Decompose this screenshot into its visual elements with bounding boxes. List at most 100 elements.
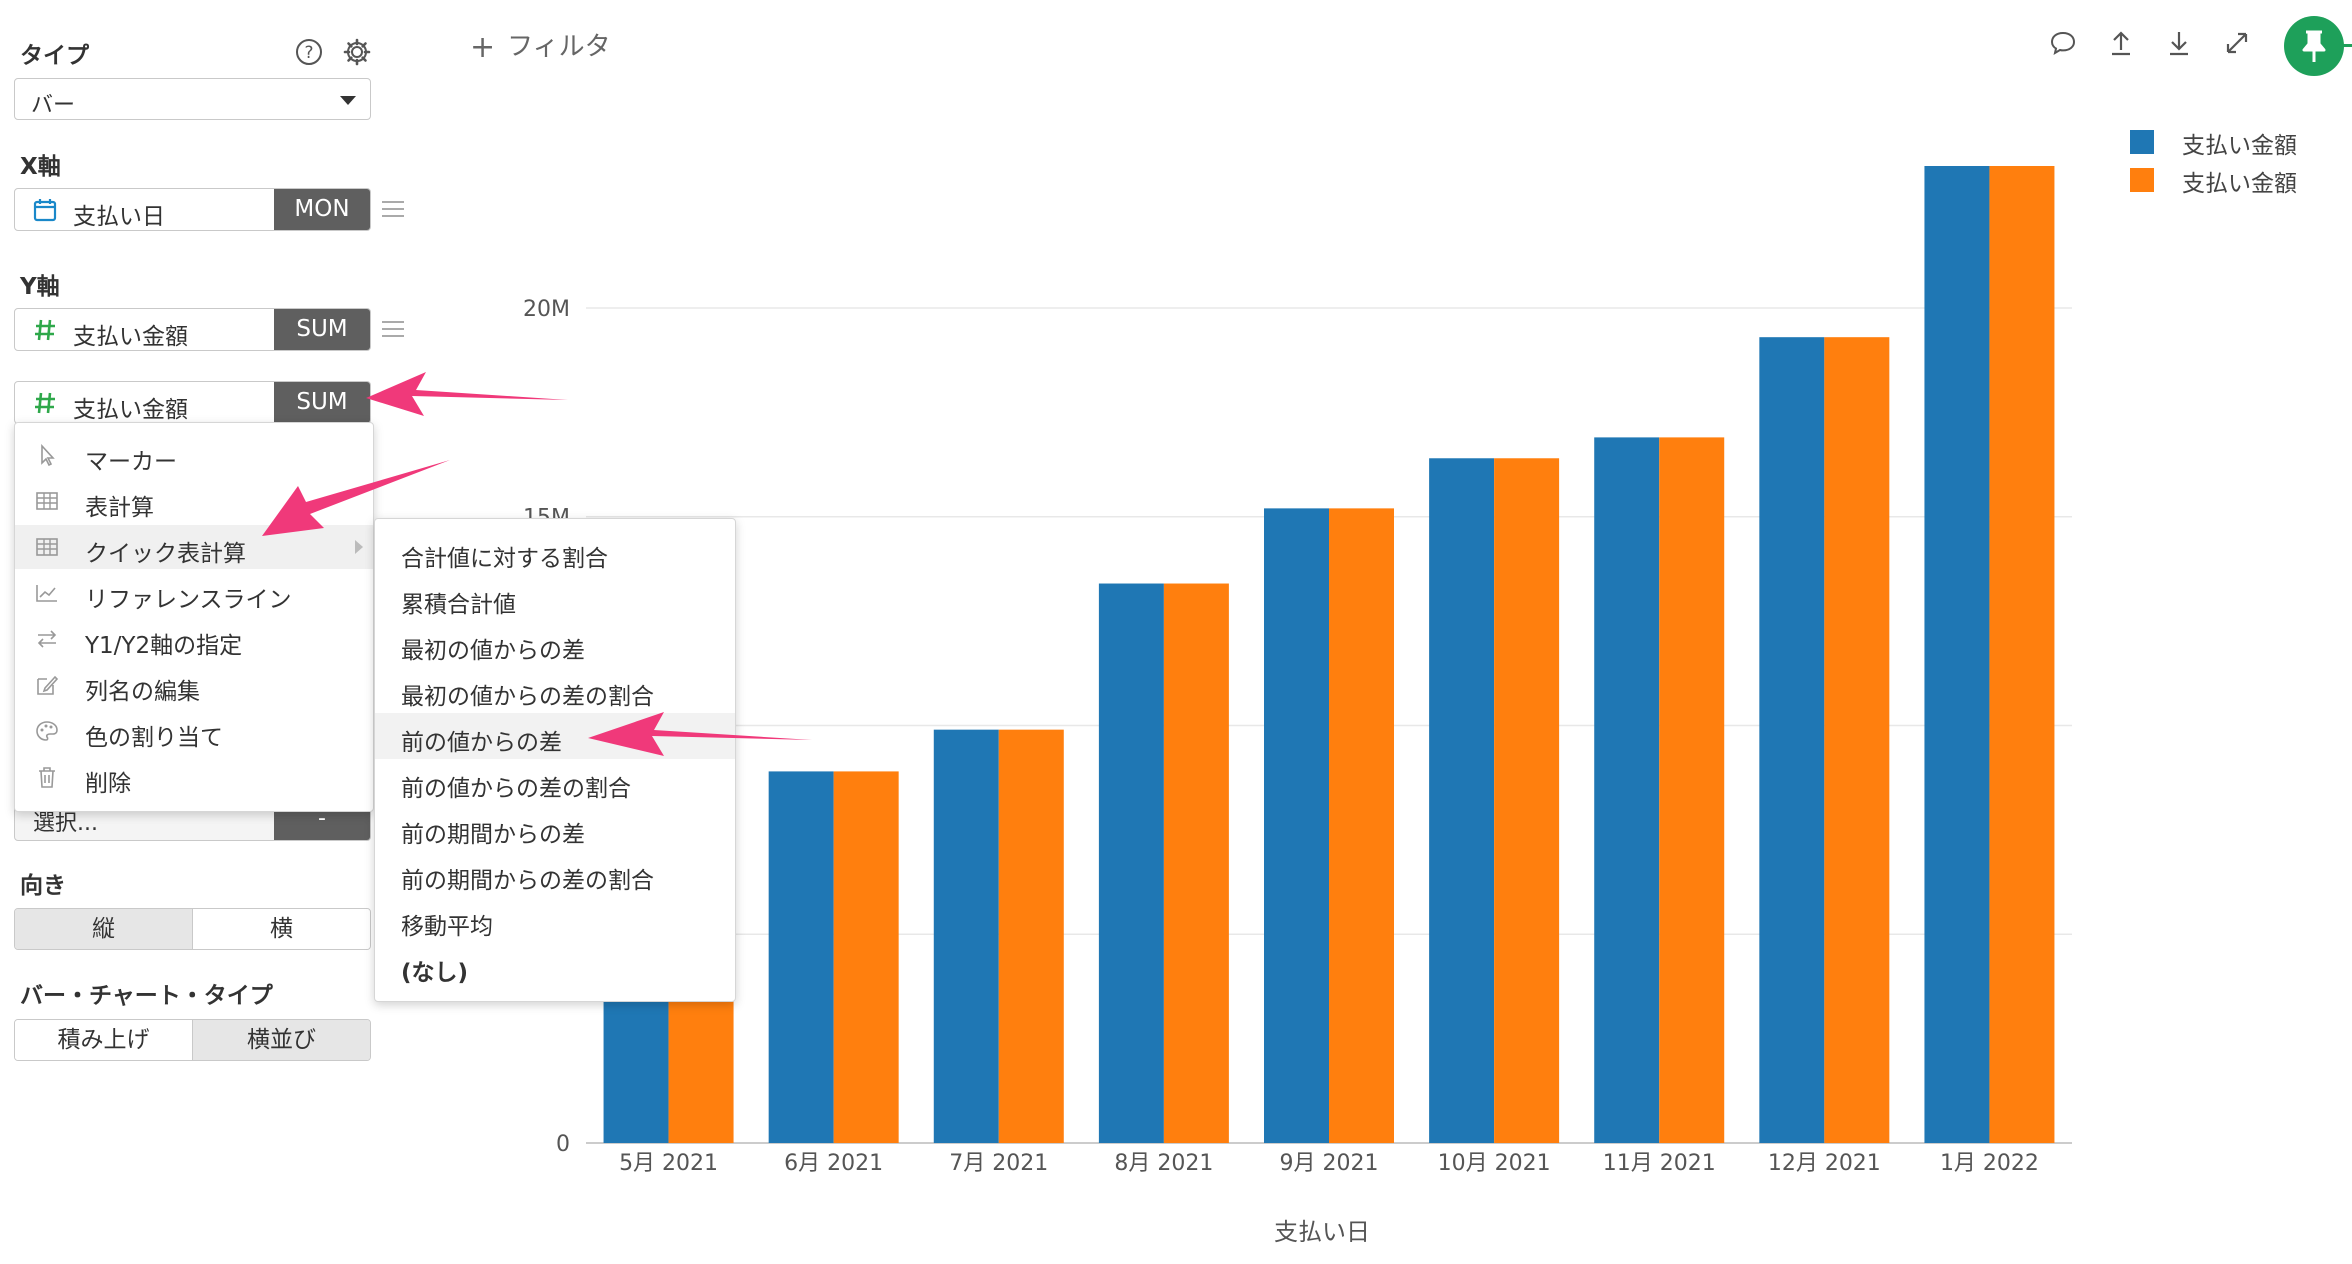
menu-item-label: 色の割り当て — [85, 725, 223, 751]
x-axis-label: X軸 — [20, 154, 61, 180]
x-tick-label: 7月 2021 — [949, 1151, 1048, 1176]
bar[interactable] — [933, 729, 999, 1143]
menu-item-delete[interactable]: 削除 — [15, 755, 373, 799]
y-field-aggregation[interactable]: SUM — [274, 382, 370, 423]
bar[interactable] — [1759, 337, 1825, 1144]
table-icon — [36, 492, 58, 510]
menu-item-label: マーカー — [85, 449, 177, 475]
menu-item-reference-line[interactable]: リファレンスライン — [15, 571, 373, 615]
y-axis-field[interactable]: 支払い金額 SUM — [14, 308, 371, 351]
bar[interactable] — [1329, 508, 1394, 1143]
bar[interactable] — [833, 771, 899, 1143]
menu-item-rename[interactable]: 列名の編集 — [15, 663, 373, 707]
submenu-item-label: 前の期間からの差の割合 — [401, 868, 654, 894]
bar[interactable] — [668, 988, 734, 1143]
chevron-right-icon — [355, 540, 363, 554]
menu-item-label: 削除 — [85, 771, 131, 797]
field-context-menu: マーカー 表計算 クイック表計算 リファレンスライン Y1/Y2軸の指定 列名の… — [14, 422, 374, 812]
legend-label: 支払い金額 — [2182, 171, 2297, 197]
pin-button[interactable] — [2284, 16, 2344, 76]
bar[interactable] — [1494, 458, 1560, 1143]
menu-item-color-assign[interactable]: 色の割り当て — [15, 709, 373, 753]
legend-swatch — [2130, 168, 2154, 192]
bar[interactable] — [768, 771, 834, 1143]
submenu-item-label: 累積合計値 — [401, 592, 516, 618]
filter-label: フィルタ — [507, 32, 611, 62]
menu-item-marker[interactable]: マーカー — [15, 433, 373, 477]
bar-type-grouped-button[interactable]: 横並び — [192, 1020, 370, 1060]
bar[interactable] — [1924, 166, 1990, 1143]
y-field-name: 支払い金額 — [73, 324, 188, 350]
drag-handle-icon[interactable] — [382, 321, 404, 337]
legend-label: 支払い金額 — [2182, 133, 2297, 159]
bar-type-toggle: 積み上げ 横並び — [14, 1019, 371, 1061]
submenu-item-label: 合計値に対する割合 — [401, 546, 608, 572]
submenu-item-label: (なし) — [401, 960, 469, 986]
orientation-horizontal-button[interactable]: 横 — [192, 909, 370, 949]
submenu-item[interactable]: 最初の値からの差の割合 — [375, 667, 735, 713]
bar[interactable] — [1163, 583, 1229, 1143]
bar[interactable] — [998, 729, 1064, 1143]
menu-item-label: 列名の編集 — [85, 679, 200, 705]
menu-item-label: クイック表計算 — [85, 541, 246, 567]
palette-icon — [36, 721, 58, 741]
menu-item-label: リファレンスライン — [85, 587, 292, 613]
orientation-vertical-button[interactable]: 縦 — [15, 909, 192, 949]
bar[interactable] — [1264, 508, 1329, 1143]
submenu-item[interactable]: 累積合計値 — [375, 575, 735, 621]
menu-item-quick-table-calc[interactable]: クイック表計算 — [15, 525, 373, 569]
chevron-down-icon — [340, 96, 356, 105]
submenu-item[interactable]: (なし) — [375, 943, 735, 989]
chart-type-value: バー — [31, 93, 76, 118]
x-axis-field[interactable]: 支払い日 MON — [14, 188, 371, 231]
submenu-item-label: 前の値からの差 — [401, 730, 562, 756]
upload-icon[interactable] — [2106, 28, 2136, 58]
bar[interactable] — [1594, 437, 1660, 1143]
y-axis-field[interactable]: 支払い金額 SUM — [14, 381, 371, 424]
x-tick-label: 6月 2021 — [784, 1151, 883, 1176]
bar[interactable] — [603, 988, 669, 1143]
y-field-name: 支払い金額 — [73, 397, 188, 423]
submenu-item[interactable]: 合計値に対する割合 — [375, 529, 735, 575]
x-field-aggregation[interactable]: MON — [274, 189, 370, 230]
menu-item-y-axis-assign[interactable]: Y1/Y2軸の指定 — [15, 617, 373, 661]
swap-icon — [37, 630, 57, 648]
table-icon — [36, 538, 58, 556]
bar-type-stacked-button[interactable]: 積み上げ — [15, 1020, 192, 1060]
submenu-item-highlighted[interactable]: 前の値からの差 — [375, 713, 735, 759]
drag-handle-icon[interactable] — [382, 201, 404, 217]
pin-edge — [2340, 44, 2352, 47]
chart-type-select[interactable]: バー — [14, 78, 371, 120]
bar[interactable] — [1989, 166, 2055, 1143]
bar[interactable] — [1659, 437, 1725, 1143]
submenu-item[interactable]: 最初の値からの差 — [375, 621, 735, 667]
submenu-item[interactable]: 前の期間からの差の割合 — [375, 851, 735, 897]
expand-icon[interactable] — [2222, 28, 2252, 58]
submenu-item[interactable]: 前の期間からの差 — [375, 805, 735, 851]
x-tick-label: 8月 2021 — [1114, 1151, 1213, 1176]
bar-type-label: バー・チャート・タイプ — [20, 983, 273, 1009]
pin-icon — [2302, 30, 2326, 62]
y-tick-label: 0 — [556, 1132, 570, 1157]
bar[interactable] — [1824, 337, 1890, 1144]
y-field-aggregation[interactable]: SUM — [274, 309, 370, 350]
color-field-value: 選択... — [33, 811, 98, 836]
comment-icon[interactable] — [2048, 28, 2078, 58]
menu-item-label: Y1/Y2軸の指定 — [85, 633, 243, 659]
submenu-item-label: 移動平均 — [401, 914, 493, 940]
bar[interactable] — [1429, 458, 1495, 1143]
download-icon[interactable] — [2164, 28, 2194, 58]
menu-item-table-calc[interactable]: 表計算 — [15, 479, 373, 523]
line-chart-icon — [36, 585, 57, 602]
number-icon — [35, 392, 55, 414]
number-icon — [35, 319, 55, 341]
bar[interactable] — [1098, 583, 1164, 1143]
trash-icon — [39, 767, 55, 788]
add-filter-button[interactable]: + フィルタ — [470, 26, 611, 65]
submenu-item[interactable]: 移動平均 — [375, 897, 735, 943]
gear-icon[interactable] — [342, 37, 372, 67]
help-icon[interactable]: ? — [294, 37, 324, 67]
submenu-item[interactable]: 前の値からの差の割合 — [375, 759, 735, 805]
x-field-name: 支払い日 — [73, 204, 165, 230]
menu-item-label: 表計算 — [85, 495, 154, 521]
